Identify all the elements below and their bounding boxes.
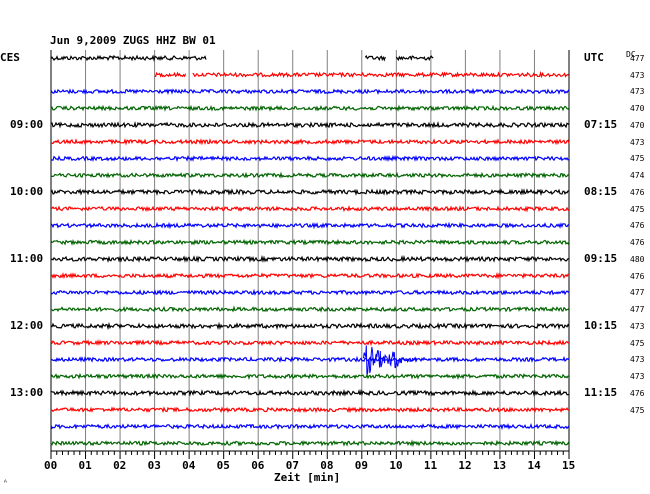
dc-value: 476 [630,271,645,281]
x-tick-label: 13 [492,459,507,472]
dc-header-label: DC [626,50,636,59]
dc-value: 476 [630,388,645,398]
dc-value: 475 [630,338,645,348]
x-tick-label: 04 [182,459,196,472]
trace-red-row-13 [50,272,570,280]
right-timezone-label: UTC [584,51,604,64]
left-time-label: 13:00 [10,386,44,399]
dc-value: 475 [630,204,645,214]
x-tick-label: 03 [147,459,161,472]
x-tick-label: 07 [285,459,299,472]
x-tick-label: 02 [113,459,127,472]
earthquake-signal [363,345,418,376]
trace-black-row-8 [50,188,570,197]
dc-value: 473 [630,137,645,147]
x-tick-label: 14 [527,459,541,472]
dc-value: 470 [630,120,645,130]
trace-green-row-11 [50,238,570,246]
dc-value: 476 [630,238,645,247]
trace-black-row-16 [50,321,570,331]
left-timezone-label: CES [0,51,20,64]
trace-black-row-0 [364,54,386,62]
dc-value: 473 [630,372,645,381]
trace-black-row-20 [50,388,570,397]
dc-value: 476 [630,221,645,231]
corner-mark: ᴬ [3,478,8,487]
left-time-label: 11:00 [10,252,44,265]
right-time-label: 08:15 [584,185,618,198]
trace-black-row-12 [50,254,570,264]
trace-blue-row-18 [50,355,570,364]
dc-value: 475 [630,405,645,415]
x-tick-label: 01 [78,459,92,472]
dc-value: 476 [630,187,645,197]
trace-green-row-3 [50,104,570,112]
right-time-label: 11:15 [584,386,618,399]
trace-red-row-5 [50,138,570,146]
trace-green-row-15 [50,305,570,313]
trace-red-row-17 [50,339,570,347]
trace-red-row-9 [50,204,570,213]
right-time-label: 10:15 [584,319,618,332]
dc-value: 480 [630,254,645,264]
x-tick-label: 06 [251,459,265,472]
dc-value: 473 [630,70,645,80]
dc-value: 473 [630,355,645,365]
left-time-label: 09:00 [10,118,44,131]
dc-value: 477 [630,288,645,298]
trace-black-row-0 [50,54,207,62]
x-tick-label: 05 [216,459,230,472]
trace-blue-row-14 [50,288,570,297]
x-tick-label: 09 [354,459,369,472]
left-time-label: 12:00 [10,319,44,332]
trace-black-row-0 [395,55,434,62]
left-time-label: 10:00 [10,185,44,198]
x-tick-label: 11 [423,459,438,472]
chart-title: Jun 9,2009 ZUGS HHZ BW 01 [50,34,216,47]
x-tick-label: 08 [320,459,334,472]
trace-green-row-7 [50,171,570,179]
dc-value: 473 [630,87,645,97]
x-tick-label: 15 [562,459,576,472]
trace-blue-row-2 [50,87,570,95]
x-axis-label: Zeit [min] [274,471,341,484]
right-time-label: 07:15 [584,118,618,131]
trace-red-row-21 [50,406,570,414]
dc-value: 475 [630,154,645,164]
trace-blue-row-22 [50,423,570,431]
trace-green-row-19 [50,372,570,381]
dc-value: 477 [630,53,645,63]
trace-red-row-1 [192,70,569,79]
trace-black-row-4 [50,120,570,129]
x-tick-label: 00 [44,459,58,472]
trace-green-row-23 [50,439,570,448]
trace-blue-row-10 [50,221,570,230]
dc-value: 474 [630,171,645,180]
x-tick-label: 10 [389,459,403,472]
dc-value: 473 [630,321,645,331]
dc-value: 477 [630,305,645,314]
right-time-label: 09:15 [584,252,618,265]
x-tick-label: 12 [458,459,472,472]
trace-blue-row-6 [50,154,570,163]
dc-value: 470 [630,104,645,113]
trace-red-row-1 [154,71,187,78]
